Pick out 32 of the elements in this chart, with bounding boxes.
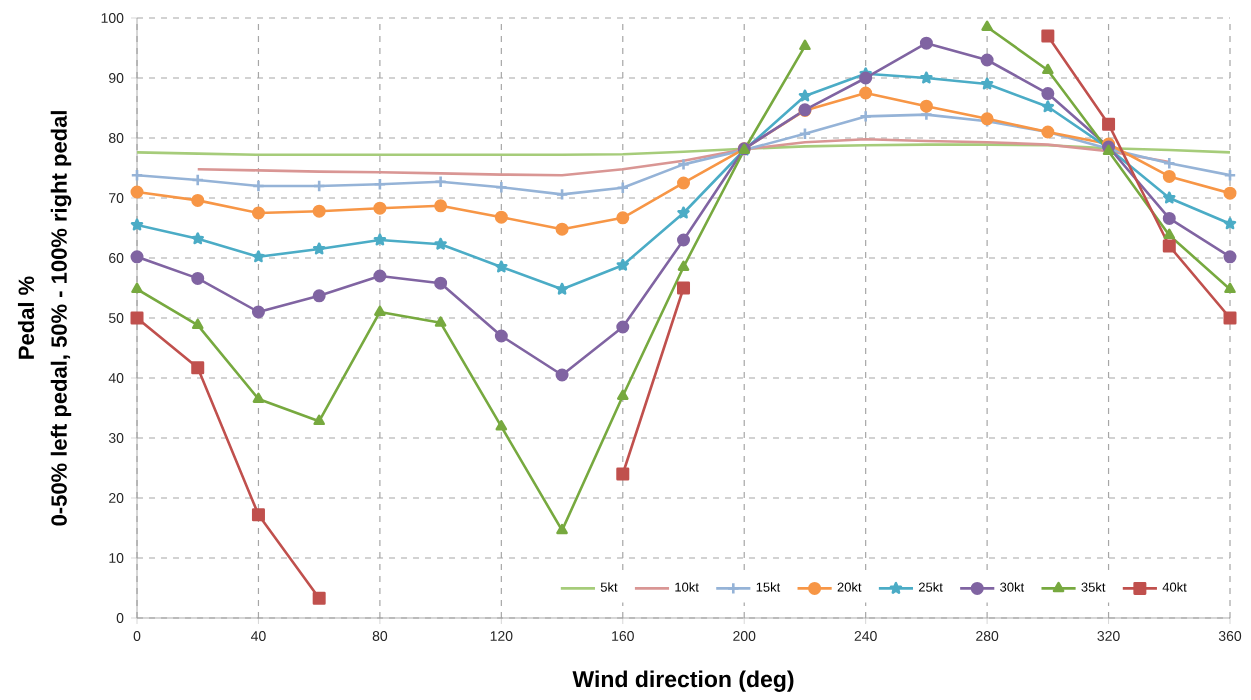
x-tick-label: 280 bbox=[976, 631, 999, 641]
legend-label: 15kt bbox=[756, 582, 781, 592]
y-tick-label: 40 bbox=[108, 373, 124, 383]
y-axis-title: Pedal % bbox=[17, 276, 35, 359]
y-tick-label: 80 bbox=[108, 133, 124, 143]
text: 0-50% left pedal, 50% - 100% right pedal bbox=[50, 111, 72, 526]
legend-label: 20kt bbox=[837, 582, 862, 592]
legend-label: 40kt bbox=[1162, 582, 1187, 592]
x-tick-label: 80 bbox=[372, 631, 388, 641]
y-tick-label: 60 bbox=[109, 253, 124, 263]
legend-label: 5kt bbox=[600, 582, 618, 592]
y-tick-label: 20 bbox=[109, 493, 124, 503]
legend-label: 30kt bbox=[1000, 582, 1025, 592]
x-tick-label: 200 bbox=[733, 631, 756, 641]
x-tick-label: 240 bbox=[854, 631, 877, 641]
x-tick-label: 0 bbox=[133, 631, 141, 641]
x-tick-label: 360 bbox=[1218, 631, 1242, 641]
y-tick-label: 0 bbox=[116, 613, 124, 623]
y-tick-label: 50 bbox=[108, 313, 124, 323]
y-tick-label: 90 bbox=[109, 73, 124, 83]
x-tick-label: 160 bbox=[612, 631, 634, 641]
y-tick-label: 70 bbox=[109, 193, 124, 203]
y-tick-label: 10 bbox=[109, 553, 124, 563]
legend-label: 10kt bbox=[675, 582, 699, 592]
x-tick-label: 120 bbox=[490, 631, 513, 641]
legend-label: 35kt bbox=[1081, 582, 1106, 592]
y-tick-label: 30 bbox=[108, 433, 124, 443]
x-axis-title: Wind direction (deg) bbox=[572, 670, 794, 692]
y-tick-label: 100 bbox=[101, 13, 124, 23]
legend-label: 25kt bbox=[918, 582, 943, 592]
x-tick-label: 320 bbox=[1097, 631, 1120, 641]
x-tick-label: 40 bbox=[250, 631, 266, 641]
